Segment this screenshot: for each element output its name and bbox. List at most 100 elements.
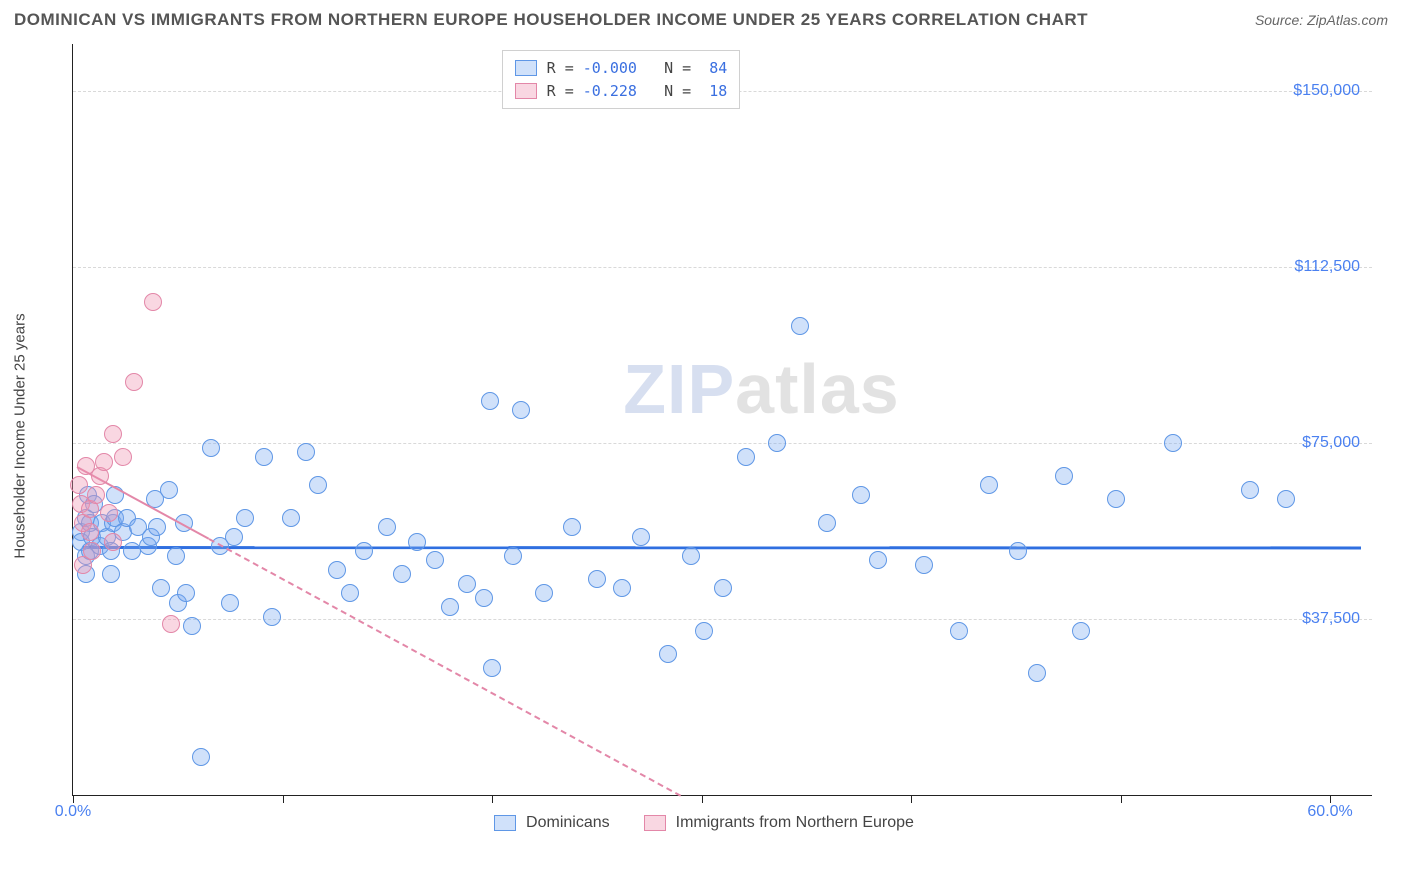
x-tick [702, 795, 703, 803]
data-point [441, 598, 459, 616]
data-point [87, 486, 105, 504]
data-point [255, 448, 273, 466]
data-point [177, 584, 195, 602]
data-point [100, 504, 118, 522]
x-tick [73, 795, 74, 803]
chart-title: DOMINICAN VS IMMIGRANTS FROM NORTHERN EU… [14, 10, 1088, 30]
x-tick [1121, 795, 1122, 803]
data-point [160, 481, 178, 499]
ytick-label: $112,500 [1294, 258, 1360, 276]
data-point [980, 476, 998, 494]
legend-label-immigrants: Immigrants from Northern Europe [676, 814, 914, 832]
plot-area: Householder Income Under 25 years $37,50… [14, 36, 1394, 836]
data-point [1241, 481, 1259, 499]
data-point [309, 476, 327, 494]
swatch-icon [515, 83, 537, 99]
data-point [1009, 542, 1027, 560]
legend-label-dominicans: Dominicans [526, 814, 610, 832]
data-point [682, 547, 700, 565]
data-point [148, 518, 166, 536]
ytick-label: $150,000 [1293, 82, 1360, 100]
data-point [714, 579, 732, 597]
data-point [167, 547, 185, 565]
data-point [481, 392, 499, 410]
legend-row: R = -0.000 N = 84 [515, 57, 728, 80]
data-point [81, 523, 99, 541]
data-point [102, 565, 120, 583]
data-point [1072, 622, 1090, 640]
data-point [483, 659, 501, 677]
data-point [202, 439, 220, 457]
data-point [791, 317, 809, 335]
data-point [695, 622, 713, 640]
data-point [95, 453, 113, 471]
data-point [144, 293, 162, 311]
data-point [632, 528, 650, 546]
data-point [282, 509, 300, 527]
ytick-label: $75,000 [1302, 434, 1360, 452]
data-point [512, 401, 530, 419]
x-tick [911, 795, 912, 803]
legend-row: R = -0.228 N = 18 [515, 80, 728, 103]
data-point [225, 528, 243, 546]
data-point [613, 579, 631, 597]
legend-item-immigrants: Immigrants from Northern Europe [644, 814, 914, 832]
data-point [659, 645, 677, 663]
data-point [152, 579, 170, 597]
data-point [378, 518, 396, 536]
x-tick [1330, 795, 1331, 803]
data-point [1277, 490, 1295, 508]
data-point [737, 448, 755, 466]
data-point [393, 565, 411, 583]
data-point [475, 589, 493, 607]
data-point [263, 608, 281, 626]
data-point [70, 476, 88, 494]
trend-line [209, 538, 681, 796]
legend-stats: R = -0.228 N = 18 [547, 80, 728, 103]
data-point [83, 542, 101, 560]
data-point [104, 533, 122, 551]
x-tick [492, 795, 493, 803]
bottom-legend: Dominicans Immigrants from Northern Euro… [14, 814, 1394, 832]
data-point [563, 518, 581, 536]
data-point [535, 584, 553, 602]
swatch-icon [515, 60, 537, 76]
data-point [328, 561, 346, 579]
gridline-h [73, 267, 1372, 268]
legend-stats: R = -0.000 N = 84 [547, 57, 728, 80]
data-point [852, 486, 870, 504]
data-point [588, 570, 606, 588]
data-point [341, 584, 359, 602]
data-point [1107, 490, 1125, 508]
data-point [114, 448, 132, 466]
data-point [162, 615, 180, 633]
y-axis-label: Householder Income Under 25 years [12, 313, 29, 558]
data-point [818, 514, 836, 532]
data-point [297, 443, 315, 461]
data-point [221, 594, 239, 612]
data-point [426, 551, 444, 569]
scatter-plot: $37,500$75,000$112,500$150,0000.0%60.0%Z… [72, 44, 1372, 796]
ytick-label: $37,500 [1302, 610, 1360, 628]
data-point [104, 425, 122, 443]
data-point [408, 533, 426, 551]
x-tick [283, 795, 284, 803]
stats-legend: R = -0.000 N = 84R = -0.228 N = 18 [502, 50, 741, 109]
data-point [869, 551, 887, 569]
legend-item-dominicans: Dominicans [494, 814, 610, 832]
trend-line [83, 546, 1361, 549]
data-point [1028, 664, 1046, 682]
data-point [1055, 467, 1073, 485]
data-point [125, 373, 143, 391]
data-point [768, 434, 786, 452]
data-point [123, 542, 141, 560]
data-point [1164, 434, 1182, 452]
data-point [355, 542, 373, 560]
watermark: ZIPatlas [623, 349, 899, 429]
data-point [950, 622, 968, 640]
data-point [915, 556, 933, 574]
swatch-immigrants [644, 815, 666, 831]
data-point [504, 547, 522, 565]
data-point [236, 509, 254, 527]
swatch-dominicans [494, 815, 516, 831]
